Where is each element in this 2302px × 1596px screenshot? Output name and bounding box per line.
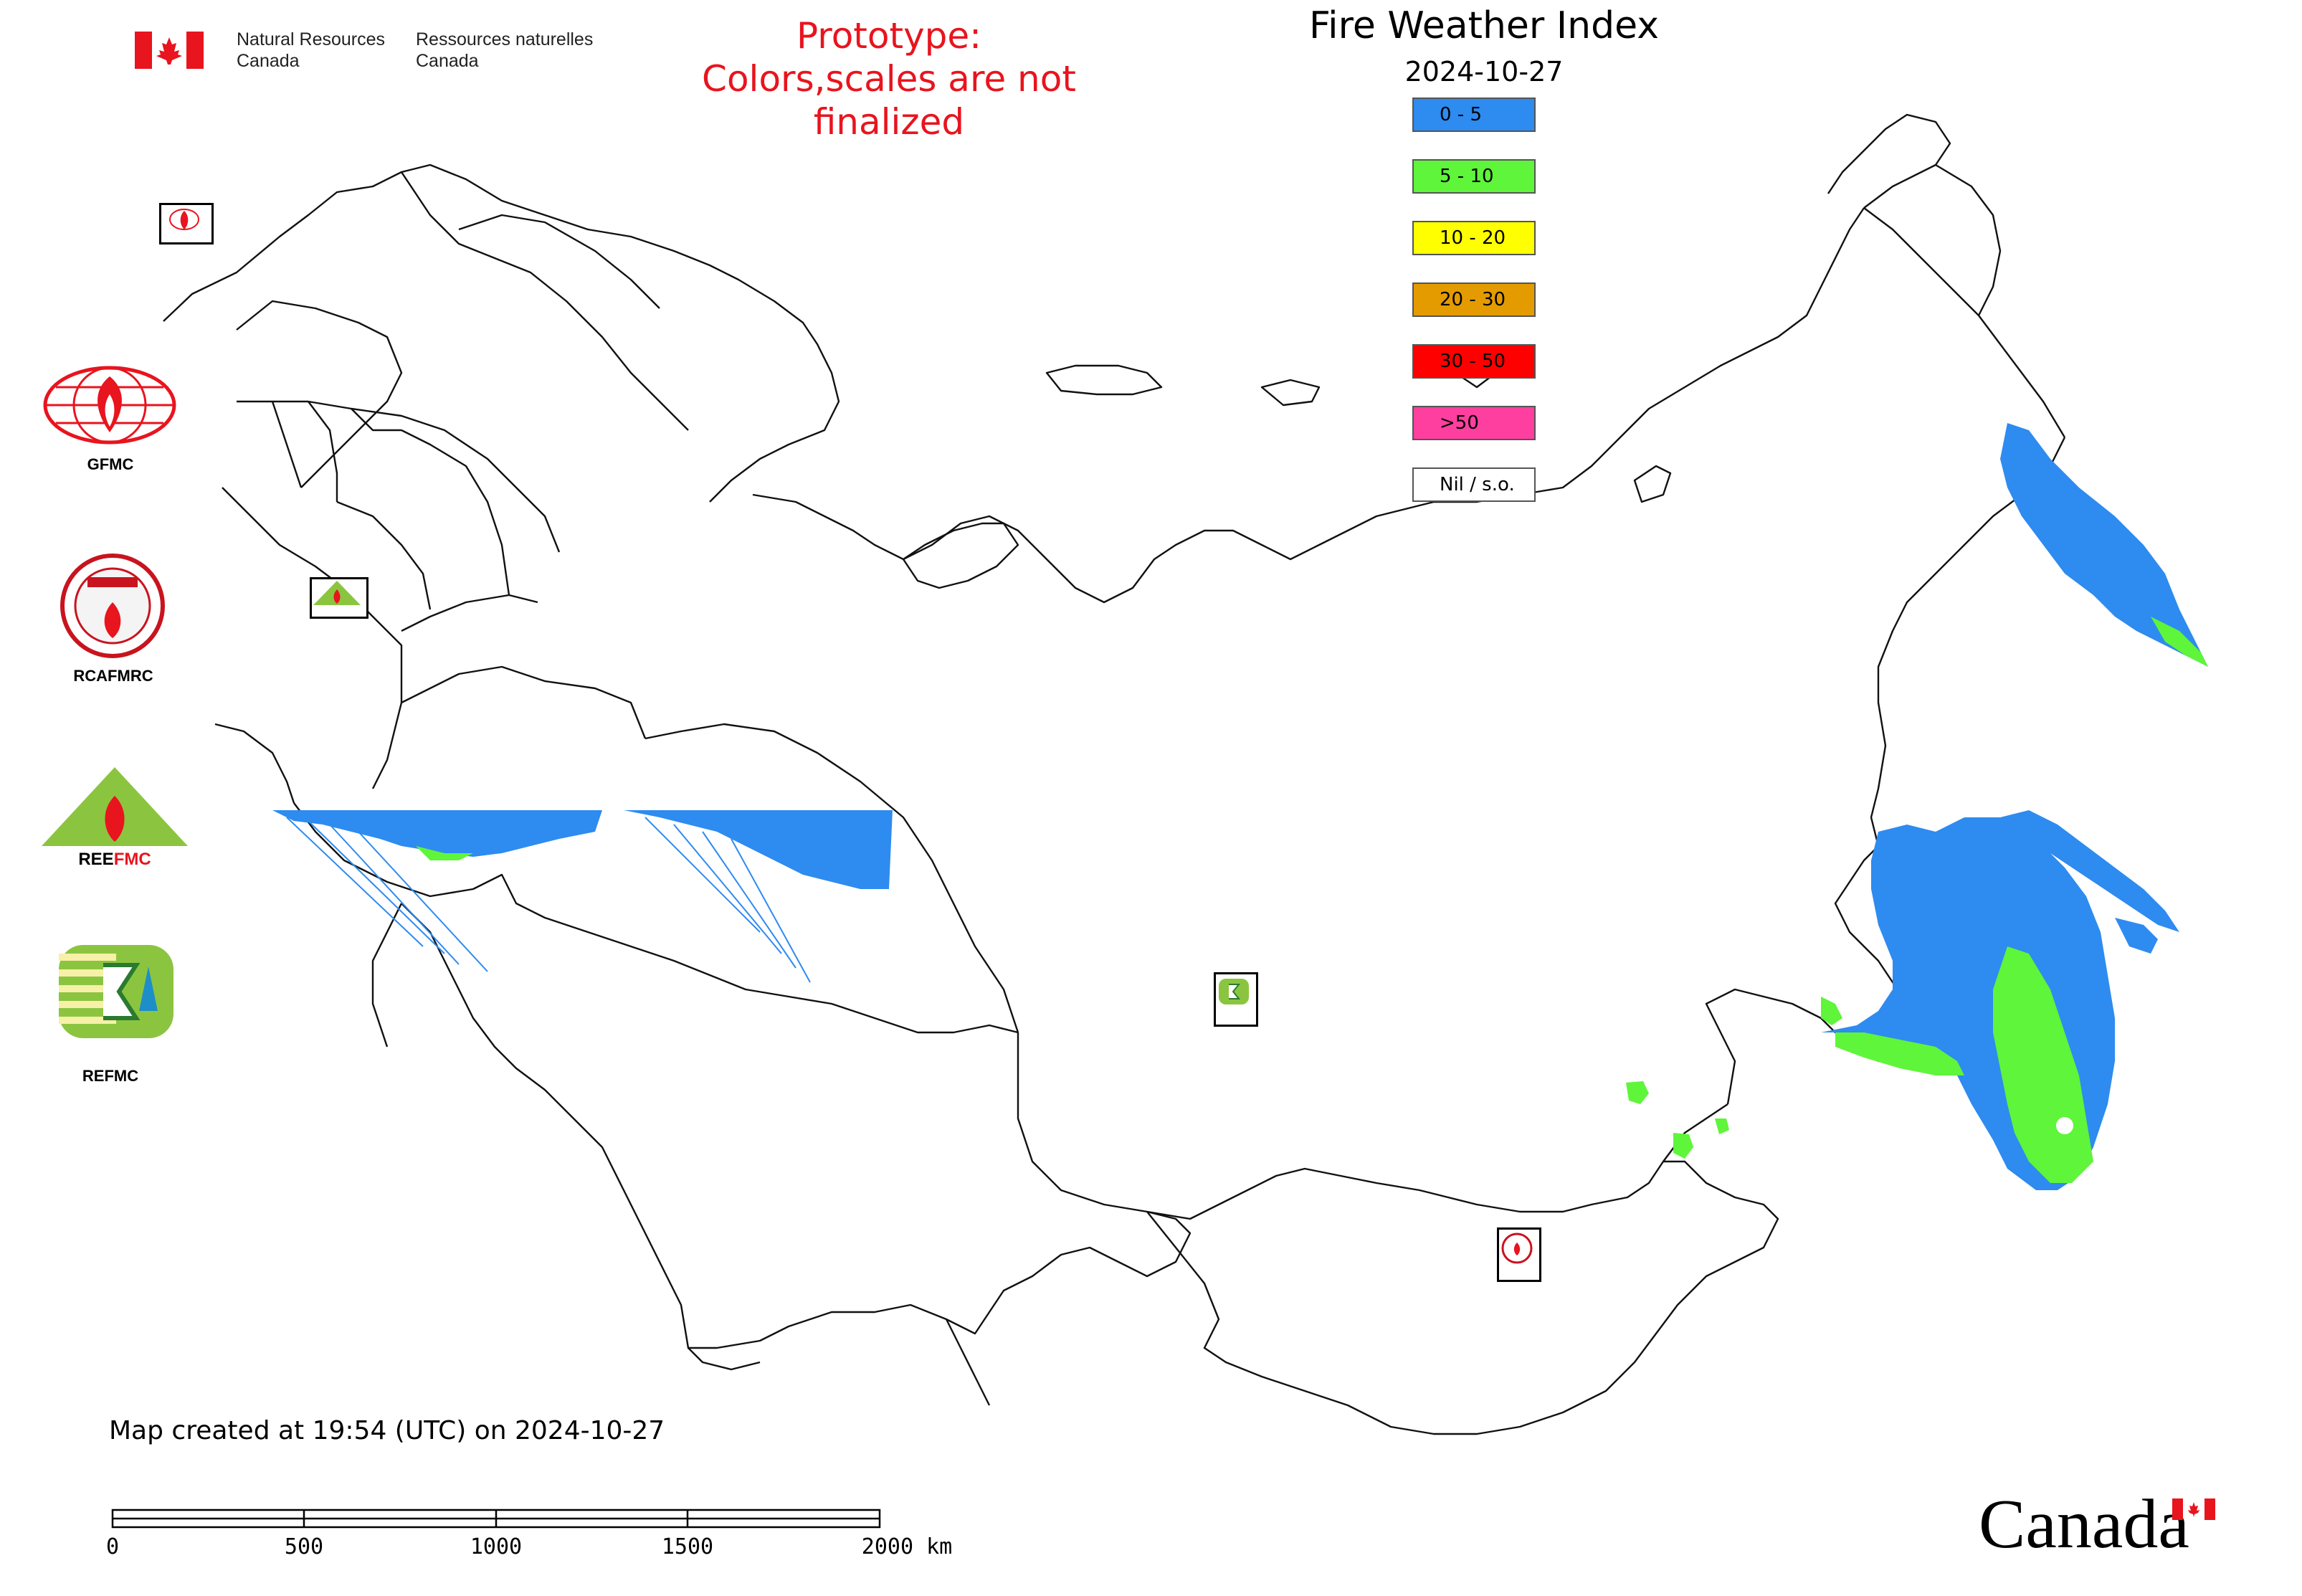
map-title: Fire Weather Index — [1309, 4, 1659, 47]
scale-label-1000: 1000 — [470, 1534, 523, 1559]
legend-item: Nil / s.o. — [1412, 467, 1536, 502]
legend-item: 20 - 30 — [1412, 282, 1536, 317]
rcafmrc-logo-icon — [60, 554, 165, 658]
svg-text:REEFMC: REEFMC — [78, 850, 151, 869]
wordmark-flag-icon — [2172, 1498, 2215, 1520]
scale-label-1500: 1500 — [661, 1534, 714, 1559]
legend-item: 10 - 20 — [1412, 221, 1536, 255]
rcafmrc-marker-icon[interactable] — [1497, 1227, 1541, 1282]
rcafmrc-label: RCAFMRC — [73, 667, 153, 685]
refmc-marker-icon[interactable] — [1214, 972, 1258, 1027]
refmc-label: REFMC — [82, 1067, 139, 1085]
map-date: 2024-10-27 — [1404, 56, 1564, 87]
scale-label-2000: 2000 km — [861, 1534, 953, 1559]
fwi-shading — [272, 423, 2208, 1190]
reefmc-marker-icon[interactable] — [310, 577, 368, 619]
canada-flag-icon — [135, 32, 204, 69]
legend-item: 30 - 50 — [1412, 344, 1536, 379]
refmc-logo-icon — [59, 945, 173, 1038]
scale-bar — [111, 1509, 881, 1529]
gfmc-label: GFMC — [87, 455, 134, 473]
org-name-english: Natural Resources Canada — [237, 29, 386, 71]
legend-item: 5 - 10 — [1412, 159, 1536, 194]
legend-item: >50 — [1412, 406, 1536, 440]
legend-item: 0 - 5 — [1412, 98, 1536, 132]
country-boundaries — [163, 113, 2066, 1435]
prototype-notice: Prototype: Colors,scales are not finaliz… — [702, 15, 1076, 143]
map-creation-note: Map created at 19:54 (UTC) on 2024-10-27 — [109, 1416, 665, 1445]
canada-wordmark: Canada — [1979, 1486, 2189, 1563]
gfmc-logo-icon — [43, 366, 176, 445]
scale-label-0: 0 — [105, 1534, 120, 1559]
reefmc-logo-icon: REEFMC — [37, 767, 192, 869]
org-name-french: Ressources naturelles Canada — [416, 29, 594, 71]
scale-label-500: 500 — [284, 1534, 324, 1559]
gfmc-marker-icon[interactable] — [159, 203, 214, 244]
